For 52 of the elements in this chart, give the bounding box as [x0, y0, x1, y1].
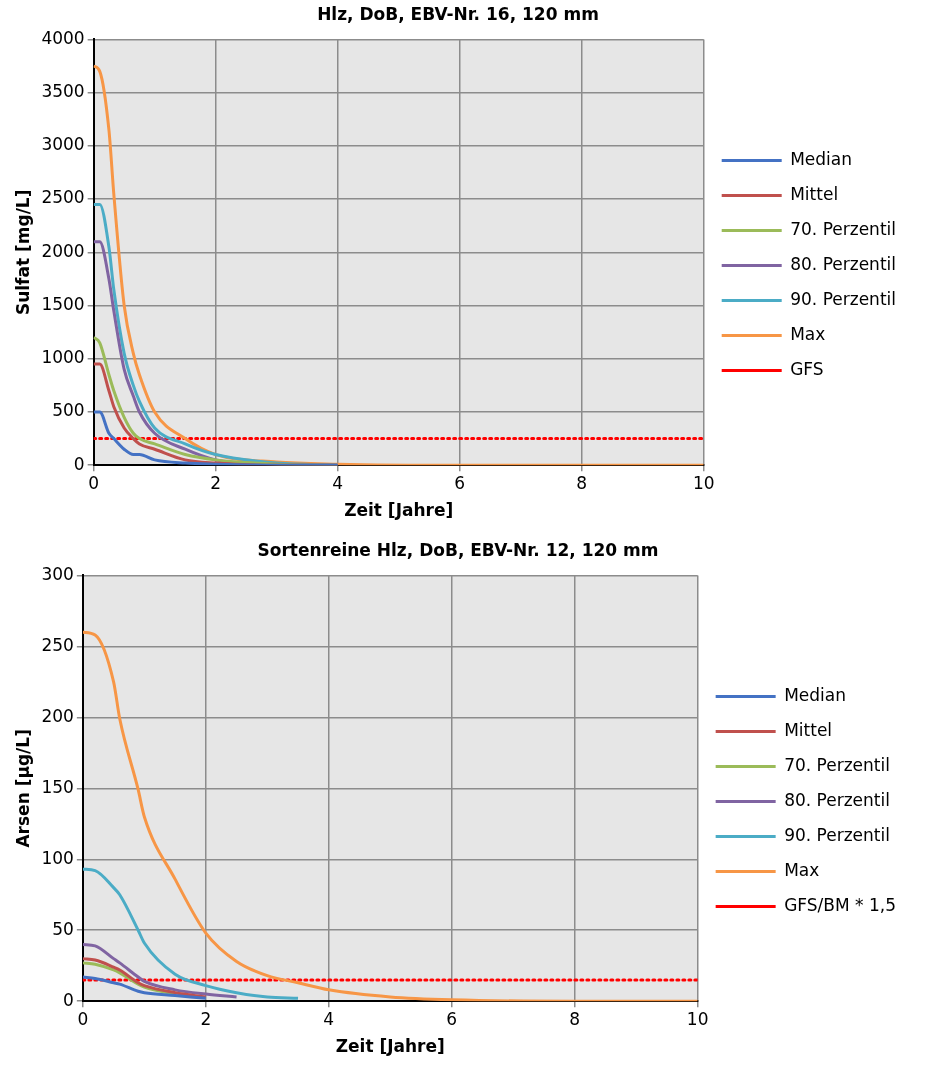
- legend-label: Median: [784, 684, 846, 705]
- legend-label: Max: [790, 323, 826, 344]
- y-tick-label: 50: [52, 918, 74, 939]
- legend-label: 70. Perzentil: [790, 218, 897, 239]
- y-tick-label: 3000: [41, 134, 85, 155]
- chart-title: Hlz, DoB, EBV-Nr. 16, 120 mm: [317, 3, 599, 24]
- y-tick-label: 150: [41, 776, 74, 797]
- x-tick-label: 4: [332, 472, 344, 493]
- x-tick-label: 8: [576, 472, 588, 493]
- legend-label: GFS/BM * 1,5: [784, 894, 897, 915]
- y-tick-label: 3500: [41, 81, 85, 102]
- x-axis-title: Zeit [Jahre]: [344, 500, 454, 521]
- x-tick-label: 0: [88, 472, 100, 493]
- y-tick-label: 250: [41, 634, 74, 655]
- y-tick-label: 100: [41, 847, 74, 868]
- line-series: [82, 975, 208, 1000]
- y-tick-label: 0: [63, 989, 74, 1010]
- y-tick-label: 1500: [41, 293, 85, 314]
- legend-label: 70. Perzentil: [784, 754, 890, 775]
- y-tick-label: 200: [41, 705, 74, 726]
- y-tick-label: 2000: [41, 240, 85, 261]
- legend-label: 80. Perzentil: [790, 253, 897, 274]
- y-axis-title: Arsen [µg/L]: [12, 729, 33, 848]
- legend-label: Mittel: [784, 719, 833, 740]
- legend-label: Median: [790, 148, 853, 169]
- x-axis-title: Zeit [Jahre]: [335, 1036, 445, 1057]
- y-tick-label: 4000: [41, 27, 85, 48]
- x-tick-label: 10: [692, 472, 715, 493]
- legend-label: GFS: [790, 358, 824, 379]
- legend-label: Mittel: [790, 183, 839, 204]
- legend-label: 90. Perzentil: [790, 288, 897, 309]
- y-tick-label: 1000: [41, 347, 85, 368]
- line-series: [82, 867, 300, 1000]
- chart-title: Sortenreine Hlz, DoB, EBV-Nr. 12, 120 mm: [257, 539, 659, 560]
- x-tick-label: 10: [686, 1008, 709, 1029]
- y-axis-title: Sulfat [mg/L]: [12, 189, 33, 316]
- line-series: [82, 957, 208, 999]
- x-tick-label: 2: [210, 472, 222, 493]
- y-tick-label: 2500: [41, 187, 85, 208]
- legend-label: Max: [784, 859, 820, 880]
- x-tick-label: 4: [323, 1008, 335, 1029]
- y-tick-label: 300: [41, 563, 74, 584]
- x-tick-label: 6: [446, 1008, 458, 1029]
- x-tick-label: 2: [200, 1008, 212, 1029]
- y-tick-label: 0: [73, 453, 85, 474]
- legend-label: 90. Perzentil: [784, 824, 890, 845]
- y-tick-label: 500: [52, 400, 85, 421]
- x-tick-label: 8: [569, 1008, 581, 1029]
- x-tick-label: 6: [454, 472, 466, 493]
- line-series: [93, 410, 340, 466]
- legend-label: 80. Perzentil: [784, 789, 890, 810]
- line-series: [82, 942, 239, 999]
